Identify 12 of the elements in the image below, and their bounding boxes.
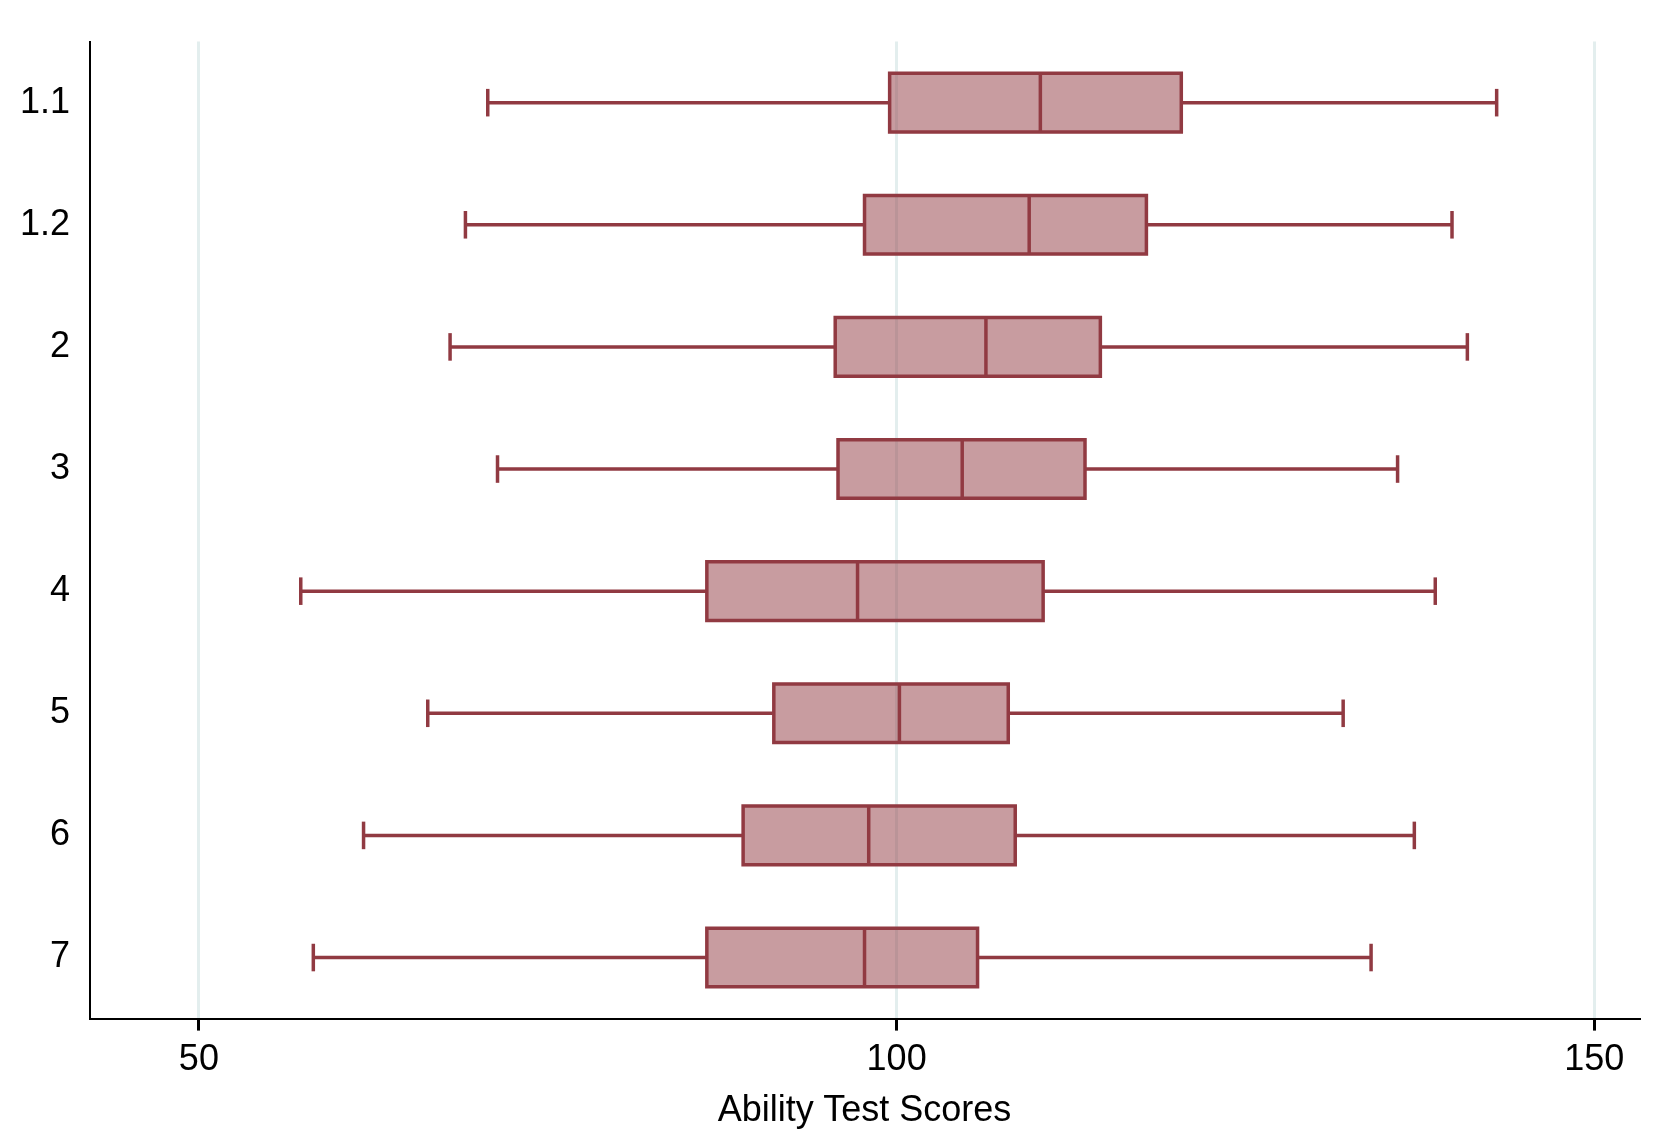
x-tick-label: 100	[866, 1037, 927, 1079]
x-tick-label: 150	[1564, 1037, 1625, 1079]
y-tick-label: 5	[50, 690, 71, 732]
y-tick-label: 6	[50, 812, 71, 854]
x-tick-label: 50	[178, 1037, 219, 1079]
y-tick-label: 1.2	[20, 201, 71, 243]
x-axis-title: Ability Test Scores	[717, 1088, 1012, 1130]
y-tick-label: 2	[50, 323, 71, 365]
y-tick-label: 4	[50, 568, 71, 610]
y-tick-label: 3	[50, 445, 71, 487]
y-tick-label: 1.1	[20, 79, 71, 121]
y-tick-label: 7	[50, 934, 71, 976]
